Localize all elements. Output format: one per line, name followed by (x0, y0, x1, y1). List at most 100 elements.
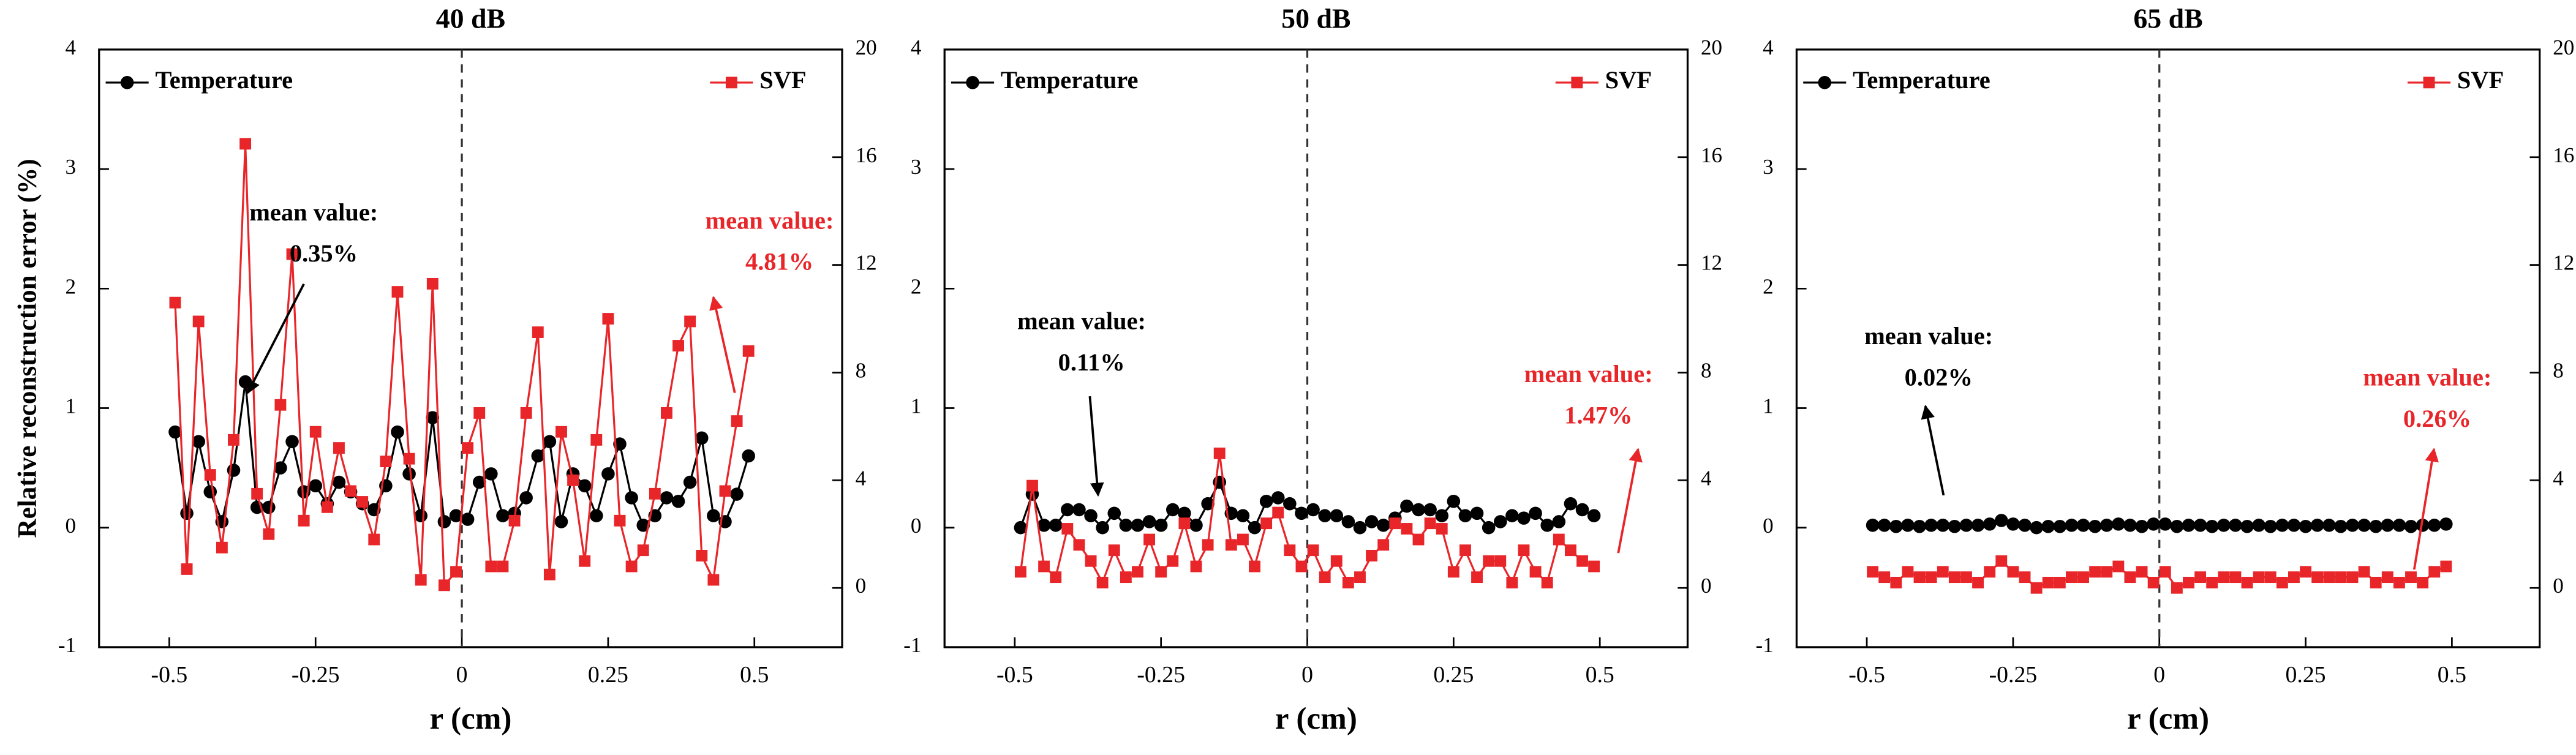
annotation: mean value: (1524, 360, 1653, 388)
y-tick-label: 0 (911, 514, 922, 538)
legend-label: SVF (759, 66, 806, 94)
point (625, 560, 638, 573)
point (2275, 519, 2289, 532)
legend-label: Temperature (155, 66, 293, 94)
point (2416, 519, 2430, 532)
annotation-arrow (2412, 448, 2439, 570)
x-tick-label: 0.5 (740, 662, 769, 688)
point (1038, 560, 1050, 573)
point (2322, 519, 2336, 532)
point (2147, 517, 2160, 531)
point (1587, 509, 1601, 522)
point (2076, 519, 2090, 532)
point (2439, 517, 2453, 531)
point (402, 467, 416, 481)
point (2171, 582, 2183, 594)
x-tick-label: 0 (2153, 662, 2165, 688)
point (1435, 509, 1449, 522)
x-tick-label: 0.25 (2286, 662, 2326, 688)
point (1143, 533, 1156, 546)
point (1061, 503, 1074, 517)
annotation: mean value: (2363, 363, 2491, 391)
point (2335, 571, 2347, 584)
point (1295, 560, 1308, 573)
point (1307, 544, 1319, 557)
point (1284, 544, 1296, 557)
point (1494, 555, 1507, 567)
point (2088, 519, 2102, 533)
point (1354, 571, 1366, 584)
x-tick-label: -0.25 (1137, 662, 1185, 688)
point (2147, 576, 2160, 588)
point (1190, 560, 1202, 573)
point (2123, 519, 2137, 532)
point (1260, 517, 1273, 530)
y2-tick-label: 0 (856, 574, 867, 598)
y-tick-label: 3 (65, 155, 76, 179)
point (1237, 533, 1249, 546)
point (1529, 506, 1542, 520)
point (2405, 571, 2417, 584)
point (2288, 571, 2300, 584)
point (414, 509, 427, 522)
point (1959, 519, 1973, 532)
annotation-arrow (1617, 448, 1643, 554)
point (1142, 515, 1156, 528)
point (1225, 539, 1237, 551)
point (1877, 519, 1891, 532)
point (1983, 517, 1997, 531)
point (661, 407, 672, 419)
point (1424, 517, 1436, 530)
point (696, 550, 708, 562)
point (520, 407, 532, 419)
point (695, 431, 709, 445)
legend-label: SVF (2457, 66, 2504, 94)
x-tick-label: 0.5 (2438, 662, 2466, 688)
point (2019, 571, 2031, 584)
point (567, 474, 579, 486)
point (2159, 566, 2171, 578)
y2-tick-label: 0 (2553, 574, 2564, 598)
annotation: 1.47% (1564, 401, 1632, 429)
point (274, 399, 287, 411)
point (2241, 576, 2253, 588)
point (1552, 515, 1566, 528)
point (1471, 571, 1483, 584)
point (1072, 503, 1086, 517)
x-tick-label: -0.5 (151, 662, 188, 688)
point (1401, 523, 1413, 535)
point (2381, 519, 2395, 532)
point (1201, 497, 1215, 511)
y-tick-label: 1 (65, 394, 76, 418)
point (2334, 519, 2348, 533)
point (579, 555, 591, 567)
x-tick-label: -0.5 (996, 662, 1033, 688)
point (1447, 566, 1459, 578)
point (1575, 503, 1589, 517)
point (2358, 566, 2370, 578)
point (1167, 555, 1179, 567)
point (345, 485, 356, 497)
point (2041, 519, 2055, 533)
point (2427, 519, 2441, 532)
point (1878, 571, 1891, 584)
y-tick-label: 3 (1763, 155, 1774, 179)
point (637, 544, 649, 557)
point (649, 487, 661, 500)
point (1458, 509, 1472, 522)
point (472, 475, 486, 489)
x-axis-label: r (cm) (1275, 701, 1357, 736)
annotation: mean value: (1864, 322, 1993, 350)
point (1131, 519, 1145, 532)
y2-tick-label: 16 (2553, 143, 2574, 167)
point (1155, 566, 1167, 578)
point (1890, 576, 1902, 588)
point (2276, 576, 2288, 588)
point (1037, 519, 1051, 532)
point (2089, 566, 2101, 578)
point (391, 425, 404, 439)
point (1529, 566, 1542, 578)
point (1236, 509, 1250, 522)
point (602, 313, 614, 325)
x-tick-label: -0.25 (1989, 662, 2038, 688)
